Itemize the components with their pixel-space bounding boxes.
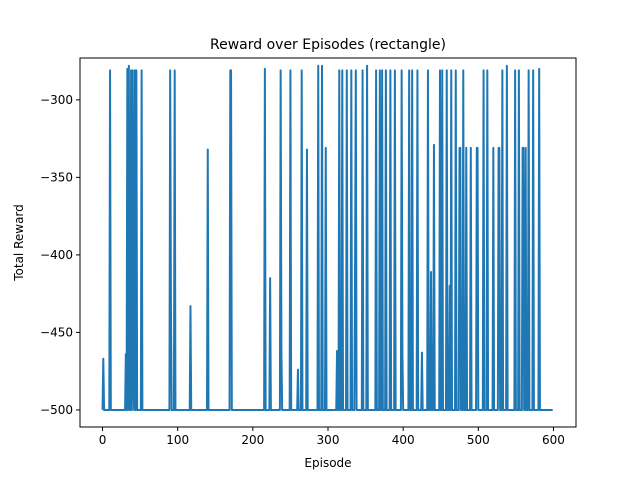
y-tick-label: −300 — [40, 93, 73, 107]
x-tick-label: 300 — [317, 433, 340, 447]
y-axis-ticks: −500 −450 −400 −350 −300 — [40, 93, 80, 417]
x-tick-label: 0 — [99, 433, 107, 447]
y-tick-label: −450 — [40, 325, 73, 339]
y-tick-label: −500 — [40, 403, 73, 417]
x-tick-label: 400 — [392, 433, 415, 447]
plot-area — [101, 64, 553, 411]
y-tick-label: −400 — [40, 248, 73, 262]
axes-frame — [79, 57, 577, 428]
chart-title: Reward over Episodes (rectangle) — [210, 37, 446, 53]
x-tick-label: 500 — [467, 433, 490, 447]
y-tick-label: −350 — [40, 170, 73, 184]
y-axis-label: Total Reward — [12, 204, 26, 282]
reward-series-line — [101, 64, 553, 411]
x-axis-ticks: 0 100 200 300 400 500 600 — [99, 427, 565, 447]
x-tick-label: 200 — [241, 433, 264, 447]
x-axis-label: Episode — [304, 456, 351, 470]
x-tick-label: 600 — [542, 433, 565, 447]
x-tick-label: 100 — [166, 433, 189, 447]
